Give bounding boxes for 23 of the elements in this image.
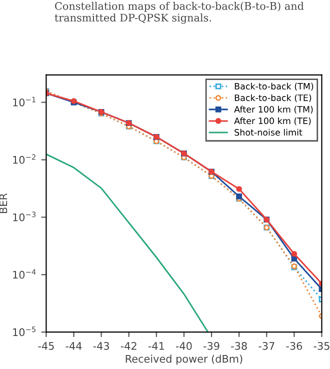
x-tick-label: -39	[204, 342, 220, 350]
legend-label: Back-to-back (TM)	[234, 82, 314, 91]
x-tick-label: -41	[148, 342, 164, 350]
legend-label: Shot-noise limit	[234, 128, 302, 136]
x-tick-label: -35	[314, 342, 330, 350]
legend-label: After 100 km (TM)	[234, 106, 313, 114]
x-tick-label: -42	[120, 342, 136, 350]
x-tick-label: -45	[38, 342, 54, 350]
x-tick-label: -36	[286, 342, 302, 350]
legend-label: Back-to-back (TE)	[234, 94, 312, 102]
y-tick-label: 10$^{−1}$	[13, 96, 36, 106]
y-tick-label: 10$^{−5}$	[13, 326, 36, 336]
x-axis-title: Received power (dBm)	[126, 354, 242, 365]
y-tick-label: 10$^{−3}$	[13, 212, 36, 222]
legend-label: After 100 km (TE)	[234, 117, 311, 126]
x-tick-label: -44	[66, 342, 82, 350]
y-tick-label: 10$^{−4}$	[13, 269, 36, 279]
x-tick-label: -40	[176, 342, 192, 350]
text: Constellation maps of back-to-back(B-to-B) and transmitted DP-QPSK signals.	[54, 2, 304, 24]
y-tick-label: 10$^{−2}$	[13, 154, 36, 164]
x-tick-label: -43	[93, 342, 109, 350]
x-tick-label: -37	[258, 342, 274, 350]
x-tick-label: -38	[231, 342, 247, 350]
